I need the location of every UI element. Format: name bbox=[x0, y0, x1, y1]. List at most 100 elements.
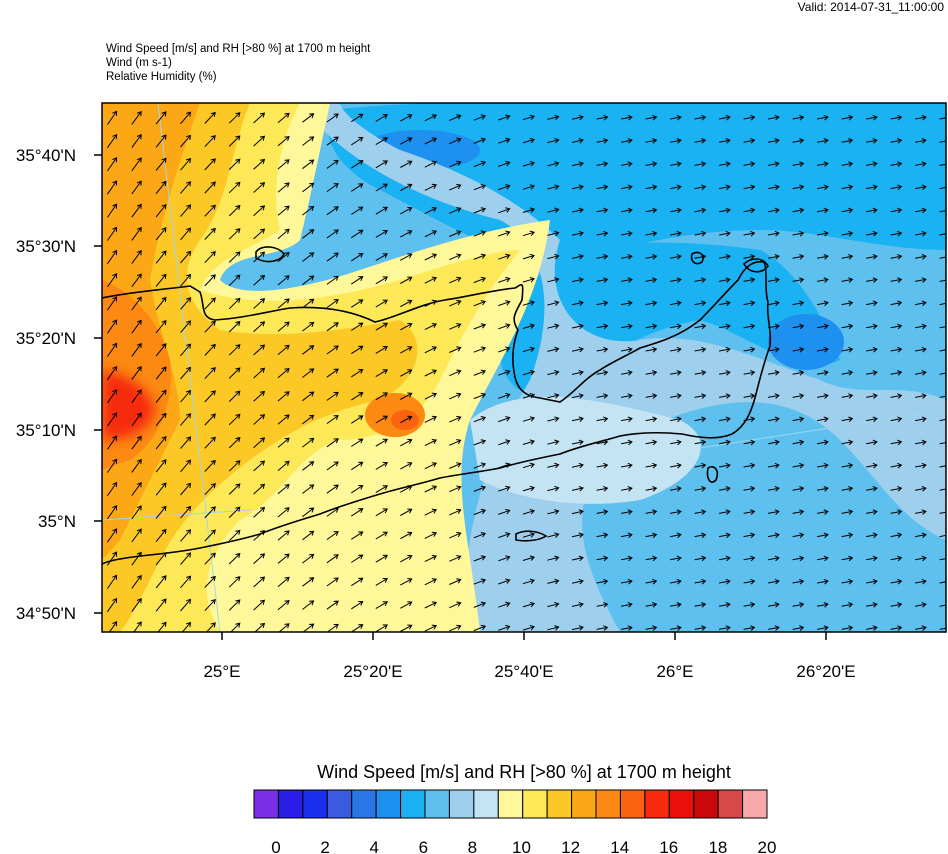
wind-arrow bbox=[694, 254, 707, 260]
wind-arrow bbox=[645, 207, 658, 214]
wind-arrow bbox=[792, 416, 805, 423]
wind-arrow bbox=[792, 439, 805, 446]
wind-arrow bbox=[351, 322, 364, 331]
wind-arrow bbox=[375, 160, 389, 169]
wind-arrow bbox=[939, 558, 946, 561]
wind-arrow bbox=[522, 230, 535, 237]
wind-arrow bbox=[890, 370, 903, 376]
wind-arrow bbox=[817, 323, 829, 330]
wind-arrow bbox=[522, 509, 535, 515]
wind-arrow bbox=[449, 624, 462, 632]
wind-arrow bbox=[253, 274, 266, 286]
wind-arrow bbox=[694, 300, 707, 307]
wind-arrow bbox=[302, 600, 315, 610]
wind-arrow bbox=[792, 602, 805, 608]
wind-arrow bbox=[719, 370, 731, 376]
wind-arrow bbox=[817, 277, 829, 283]
wind-arrow bbox=[180, 181, 192, 194]
wind-arrow bbox=[621, 602, 633, 608]
wind-arrow bbox=[449, 415, 462, 423]
wind-arrow bbox=[522, 369, 535, 376]
wind-arrow bbox=[277, 483, 290, 495]
wind-arrow bbox=[351, 368, 364, 378]
wind-arrow bbox=[670, 532, 682, 539]
wind-arrow bbox=[302, 530, 315, 541]
wind-arrow bbox=[277, 344, 290, 355]
wind-arrow bbox=[473, 532, 487, 539]
wind-arrow bbox=[866, 254, 878, 260]
wind-arrow bbox=[670, 486, 682, 492]
wind-arrow bbox=[473, 416, 487, 423]
wind-arrow bbox=[155, 389, 167, 403]
wind-arrow bbox=[106, 389, 118, 404]
wind-arrow bbox=[768, 277, 780, 283]
lat-label-35: 35°N bbox=[38, 512, 76, 531]
wind-arrow bbox=[670, 393, 682, 399]
wind-arrow bbox=[302, 113, 315, 123]
wind-arrow bbox=[228, 529, 241, 542]
wind-arrow bbox=[277, 460, 290, 471]
wind-arrow bbox=[131, 226, 142, 241]
wind-arrow bbox=[498, 392, 511, 399]
wind-arrow bbox=[351, 577, 364, 587]
wind-arrow bbox=[522, 161, 535, 167]
wind-arrow bbox=[424, 183, 438, 191]
wind-arrow bbox=[106, 481, 118, 497]
wind-arrow bbox=[768, 370, 780, 376]
wind-arrow bbox=[473, 184, 487, 191]
wind-arrow bbox=[866, 277, 878, 283]
wind-arrow bbox=[302, 553, 315, 564]
wind-arrow bbox=[915, 509, 927, 515]
wind-arrow bbox=[106, 458, 118, 473]
wind-arrow bbox=[596, 439, 609, 446]
wind-arrow bbox=[596, 416, 609, 423]
wind-arrow bbox=[375, 253, 389, 262]
wind-arrow bbox=[424, 392, 438, 400]
wind-arrow bbox=[915, 555, 927, 562]
wind-arrow bbox=[645, 532, 658, 539]
wind-arrow bbox=[841, 578, 854, 585]
wind-arrow bbox=[621, 555, 633, 562]
wind-arrow bbox=[204, 135, 216, 148]
wind-arrow bbox=[375, 183, 389, 192]
title-line-3: Relative Humidity (%) bbox=[106, 71, 217, 83]
colorbar-label: 16 bbox=[659, 838, 678, 854]
wind-arrow bbox=[694, 114, 707, 121]
wind-arrow bbox=[596, 462, 609, 469]
colorbar-label: 4 bbox=[369, 838, 378, 854]
wind-arrow bbox=[768, 254, 780, 260]
colorbar-swatch bbox=[375, 789, 402, 819]
wind-arrow bbox=[131, 574, 142, 589]
wind-arrow bbox=[719, 346, 731, 353]
wind-arrow bbox=[915, 346, 927, 353]
wind-arrow bbox=[326, 531, 339, 541]
wind-arrow bbox=[473, 114, 487, 121]
wind-arrow bbox=[547, 439, 560, 446]
wind-arrow bbox=[253, 460, 266, 472]
wind-arrow bbox=[522, 393, 535, 399]
wind-arrow bbox=[375, 137, 389, 146]
wind-arrow bbox=[155, 111, 167, 125]
wind-arrow bbox=[400, 415, 413, 424]
wind-arrow bbox=[645, 602, 658, 608]
wind-arrow bbox=[375, 462, 389, 470]
wind-arrow bbox=[424, 114, 438, 122]
wind-arrow bbox=[204, 181, 216, 194]
wind-arrow bbox=[939, 186, 946, 190]
wind-arrow bbox=[106, 157, 118, 172]
wind-arrow bbox=[939, 511, 946, 514]
wind-arrow bbox=[400, 554, 413, 563]
wind-arrow bbox=[571, 462, 584, 469]
wind-arrow bbox=[522, 601, 535, 608]
wind-arrow bbox=[571, 207, 584, 214]
wind-arrow bbox=[204, 158, 216, 171]
wind-arrow bbox=[939, 233, 946, 236]
wind-arrow bbox=[449, 160, 462, 168]
colorbar-label: 6 bbox=[419, 838, 428, 854]
wind-arrow bbox=[645, 346, 658, 353]
wind-arrow bbox=[645, 625, 658, 631]
wind-arrow bbox=[424, 323, 438, 331]
colorbar-label: 18 bbox=[708, 838, 727, 854]
wind-arrow bbox=[768, 416, 780, 423]
wind-arrow bbox=[792, 254, 805, 260]
